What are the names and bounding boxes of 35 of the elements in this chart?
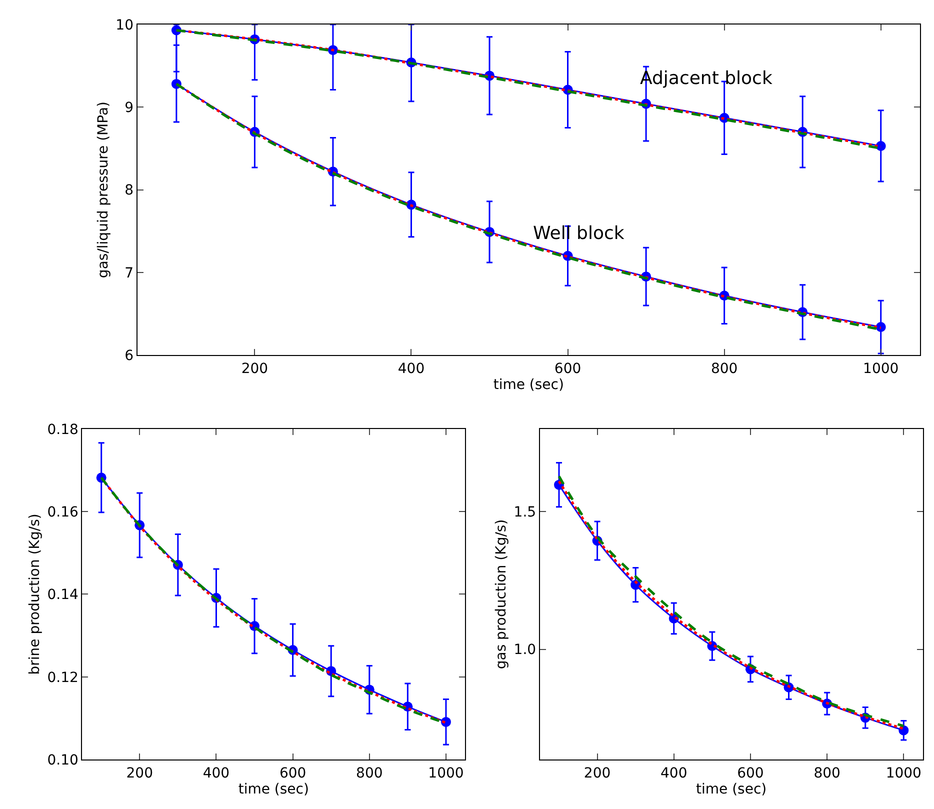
x-tick-label: 600 <box>279 765 306 782</box>
x-tick-label: 1000 <box>863 360 899 377</box>
point <box>876 322 886 332</box>
x-axis-title: time (sec) <box>238 781 309 798</box>
x-tick-label: 1000 <box>428 765 464 782</box>
x-tick-label: 800 <box>356 765 383 782</box>
x-tick-label: 200 <box>241 360 268 377</box>
y-tick-label: 8 <box>124 182 134 199</box>
y-tick-label: 0.14 <box>47 587 78 604</box>
x-tick-label: 800 <box>814 765 840 782</box>
x-tick-label: 600 <box>737 765 764 782</box>
x-tick-label: 400 <box>202 765 230 782</box>
y-tick-label: 7 <box>124 265 134 282</box>
y-tick-label: 0.16 <box>47 504 78 520</box>
y-tick-label: 6 <box>124 348 134 364</box>
x-tick-label: 400 <box>660 765 688 782</box>
x-tick-label: 400 <box>398 360 425 377</box>
y-axis-title: brine production (Kg/s) <box>26 514 43 675</box>
y-tick-label: 1.5 <box>514 504 536 520</box>
y-tick-label: 0.12 <box>47 670 78 686</box>
x-tick-label: 200 <box>584 765 611 782</box>
y-tick-label: 0.10 <box>47 752 78 768</box>
y-tick-label: 0.18 <box>47 422 78 438</box>
x-tick-label: 800 <box>710 360 738 377</box>
y-tick-label: 10 <box>116 17 134 34</box>
y-axis-title: gas production (Kg/s) <box>493 519 510 670</box>
point <box>876 140 886 151</box>
x-tick-label: 600 <box>554 360 582 377</box>
x-axis-title: time (sec) <box>696 781 767 798</box>
y-tick-label: 9 <box>124 100 134 116</box>
y-axis-title: gas/liquid pressure (MPa) <box>95 102 112 278</box>
x-tick-label: 1000 <box>886 765 922 782</box>
x-tick-label: 200 <box>126 765 153 782</box>
x-axis-title: time (sec) <box>493 376 564 393</box>
y-tick-label: 1.0 <box>514 642 536 658</box>
